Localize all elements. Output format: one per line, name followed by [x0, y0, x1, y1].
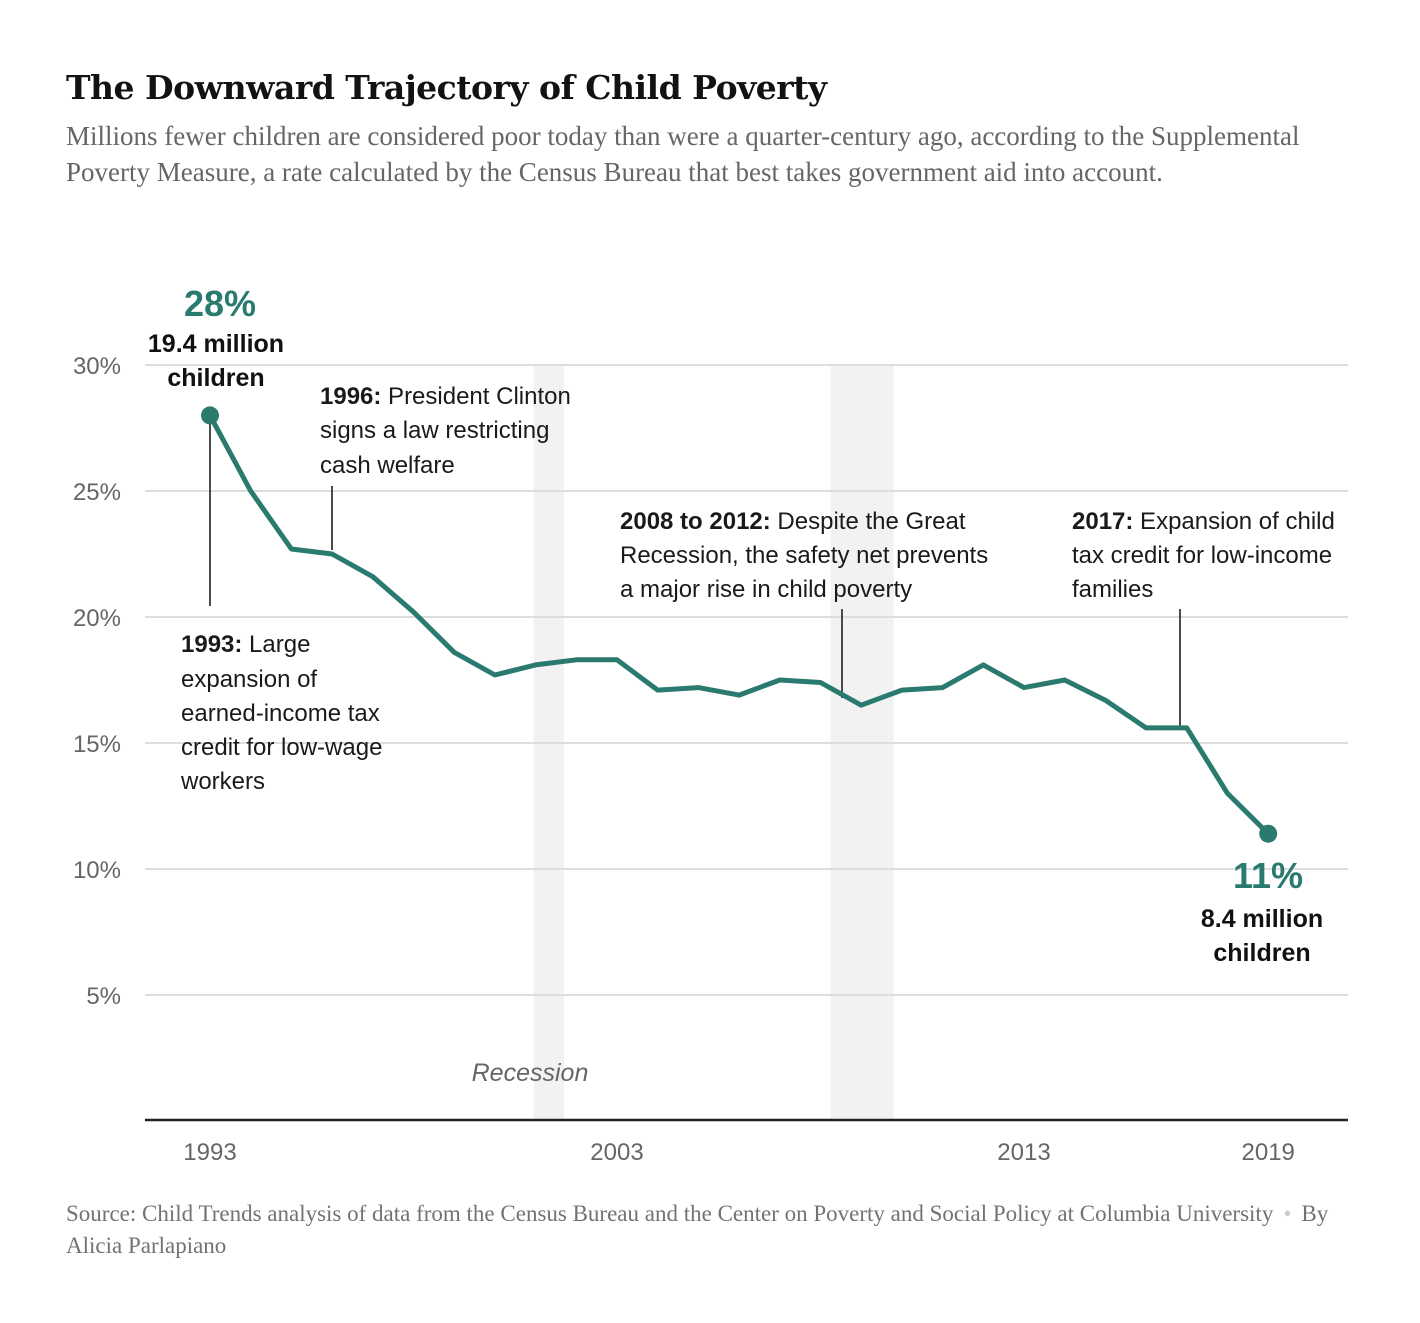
- source-text: Source: Child Trends analysis of data fr…: [66, 1201, 1274, 1226]
- start-count-line2: children: [167, 364, 264, 392]
- end-count-line1: 8.4 million: [1201, 905, 1323, 933]
- x-axis-tick-labels: 1993 2003 2013 2019: [183, 1139, 1295, 1166]
- annotation-1993-line5: workers: [180, 768, 265, 795]
- annotation-2008-line1: 2008 to 2012: Despite the Great: [620, 508, 966, 535]
- y-tick-30: 30%: [73, 353, 121, 380]
- annotation-1993-line1: 1993: Large: [181, 631, 310, 658]
- y-tick-20: 20%: [73, 605, 121, 632]
- end-count-line2: children: [1213, 939, 1310, 967]
- annotation-2008-line3: a major rise in child poverty: [620, 576, 912, 603]
- endpoint-markers: [201, 406, 1278, 843]
- annotation-2017-line3: families: [1072, 576, 1153, 603]
- source-note: Source: Child Trends analysis of data fr…: [66, 1198, 1356, 1262]
- x-tick-2019: 2019: [1242, 1139, 1295, 1166]
- annotation-1993-line2: expansion of: [181, 666, 317, 693]
- annotation-1996-line2: signs a law restricting: [320, 417, 549, 444]
- y-tick-5: 5%: [86, 983, 121, 1010]
- x-tick-2003: 2003: [590, 1139, 643, 1166]
- y-tick-15: 15%: [73, 731, 121, 758]
- annotation-1996-line1: 1996: President Clinton: [320, 383, 571, 410]
- annotation-1993-line3: earned-income tax: [181, 700, 380, 727]
- separator-dot: •: [1283, 1201, 1292, 1226]
- annotation-2017-line1: 2017: Expansion of child: [1072, 508, 1335, 535]
- gridlines: [145, 364, 1348, 996]
- annotation-1996-line3: cash welfare: [320, 452, 455, 479]
- x-tick-1993: 1993: [183, 1139, 236, 1166]
- x-tick-2013: 2013: [997, 1139, 1050, 1166]
- endpoint-dot-1993: [201, 406, 219, 425]
- chart-title: The Downward Trajectory of Child Poverty: [66, 68, 827, 107]
- annotation-1993-line4: credit for low-wage: [181, 734, 382, 761]
- start-count-line1: 19.4 million: [148, 330, 284, 358]
- end-value-label: 11%: [1233, 855, 1303, 896]
- annotation-2017-line2: tax credit for low-income: [1072, 542, 1332, 569]
- y-tick-10: 10%: [73, 857, 121, 884]
- recession-label: Recession: [472, 1059, 589, 1087]
- series-line-child-poverty: [207, 412, 1271, 837]
- y-tick-25: 25%: [73, 479, 121, 506]
- endpoint-dot-2019: [1259, 824, 1278, 843]
- start-value-label: 28%: [184, 283, 256, 324]
- y-axis-tick-labels: 30% 25% 20% 15% 10% 5%: [73, 353, 121, 1010]
- annotation-2008-line2: Recession, the safety net prevents: [620, 542, 988, 569]
- byline: By Alicia Parlapiano: [66, 1201, 1329, 1258]
- chart-subtitle: Millions fewer children are considered p…: [66, 121, 1300, 187]
